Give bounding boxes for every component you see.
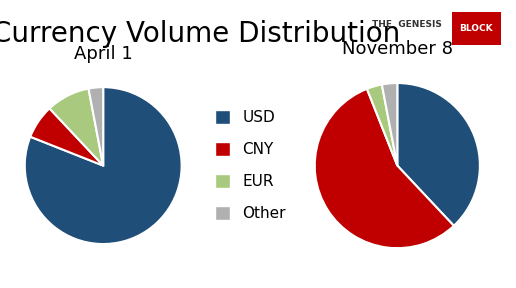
- Wedge shape: [397, 83, 480, 226]
- Wedge shape: [25, 87, 182, 244]
- Title: April 1: April 1: [74, 45, 133, 63]
- Text: Currency Volume Distribution: Currency Volume Distribution: [0, 20, 400, 48]
- Title: November 8: November 8: [342, 40, 453, 58]
- Wedge shape: [30, 108, 103, 166]
- Wedge shape: [382, 83, 397, 166]
- Wedge shape: [89, 87, 103, 166]
- Wedge shape: [50, 88, 103, 166]
- Text: BLOCK: BLOCK: [459, 24, 493, 33]
- Wedge shape: [367, 84, 397, 166]
- Text: THE  GENESIS: THE GENESIS: [372, 20, 441, 29]
- Wedge shape: [315, 89, 454, 248]
- FancyBboxPatch shape: [452, 12, 501, 45]
- Legend: USD, CNY, EUR, Other: USD, CNY, EUR, Other: [215, 110, 286, 221]
